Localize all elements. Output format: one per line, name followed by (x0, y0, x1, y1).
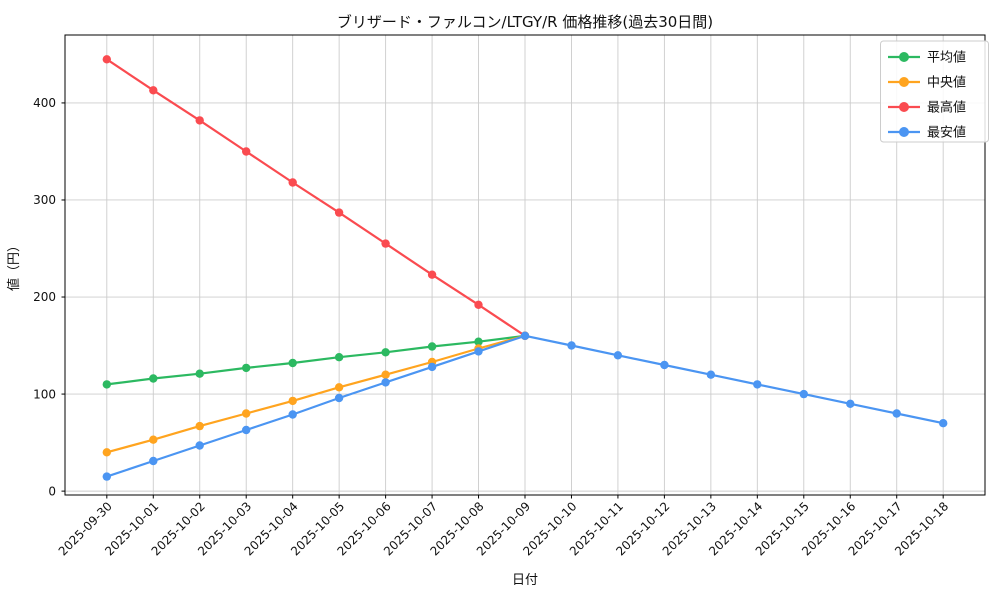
data-point-最高値 (195, 116, 204, 125)
data-point-最安値 (334, 393, 344, 403)
legend-entry-label: 中央値 (927, 75, 966, 91)
data-point-最安値 (846, 399, 855, 408)
data-point-最高値 (427, 270, 437, 279)
data-point-最高値 (242, 147, 251, 156)
legend-marker (899, 52, 909, 62)
data-point-最安値 (660, 360, 669, 370)
data-point-中央値 (149, 435, 158, 444)
y-tick-label: 400 (33, 96, 56, 110)
legend-entry-label: 最安値 (927, 125, 966, 141)
data-point-中央値 (102, 448, 112, 457)
data-point-最安値 (939, 419, 948, 428)
legend-marker (899, 102, 909, 112)
data-point-最安値 (520, 331, 530, 340)
gridlines (65, 35, 985, 495)
data-point-最安値 (892, 409, 901, 418)
legend-entry-label: 平均値 (927, 50, 966, 66)
data-point-最高値 (149, 86, 158, 95)
data-point-最高値 (334, 208, 344, 217)
y-tick-label: 100 (33, 387, 56, 401)
data-point-最安値 (753, 380, 762, 389)
data-point-平均値 (334, 353, 344, 362)
data-point-中央値 (242, 409, 251, 418)
data-point-最安値 (242, 425, 251, 435)
data-point-最安値 (195, 441, 204, 450)
data-point-最高値 (474, 300, 483, 309)
legend-marker (899, 77, 909, 87)
y-axis-label: 値（円） (6, 239, 22, 291)
data-point-平均値 (242, 363, 251, 373)
data-point-最高値 (288, 178, 297, 187)
data-point-最高値 (102, 55, 112, 64)
series-lines (102, 55, 948, 481)
data-point-最安値 (567, 341, 576, 350)
data-point-平均値 (102, 380, 112, 389)
data-point-中央値 (334, 383, 344, 392)
data-point-平均値 (474, 337, 483, 346)
series-line-平均値 (106, 334, 526, 386)
y-tick-label: 300 (33, 193, 56, 207)
legend-marker (899, 127, 909, 137)
data-point-最安値 (706, 370, 716, 379)
axis-ticks: 01002003004002025-09-302025-10-012025-10… (33, 96, 951, 558)
data-point-中央値 (195, 421, 204, 431)
legend-entry-label: 最高値 (927, 100, 966, 116)
x-axis-label: 日付 (512, 573, 538, 588)
data-point-最安値 (427, 362, 437, 372)
data-point-最安値 (474, 347, 483, 356)
data-point-最安値 (102, 472, 112, 481)
data-point-最安値 (288, 410, 297, 419)
data-point-平均値 (288, 358, 297, 368)
data-point-最高値 (381, 239, 390, 248)
legend-box (880, 40, 989, 143)
data-point-最安値 (381, 378, 390, 387)
data-point-最安値 (799, 389, 808, 399)
y-tick-label: 0 (48, 484, 56, 498)
data-point-中央値 (381, 370, 390, 379)
data-point-平均値 (427, 342, 437, 351)
data-point-平均値 (195, 369, 204, 378)
data-point-平均値 (149, 374, 158, 383)
data-point-最安値 (149, 456, 158, 466)
data-point-最安値 (613, 351, 623, 360)
data-point-平均値 (381, 348, 390, 357)
series-line-中央値 (106, 334, 526, 454)
series-line-最高値 (106, 58, 526, 337)
data-point-中央値 (288, 396, 297, 406)
y-tick-label: 200 (33, 290, 56, 304)
chart-title: ブリザード・ファルコン/LTGY/R 価格推移(過去30日間) (337, 13, 713, 31)
